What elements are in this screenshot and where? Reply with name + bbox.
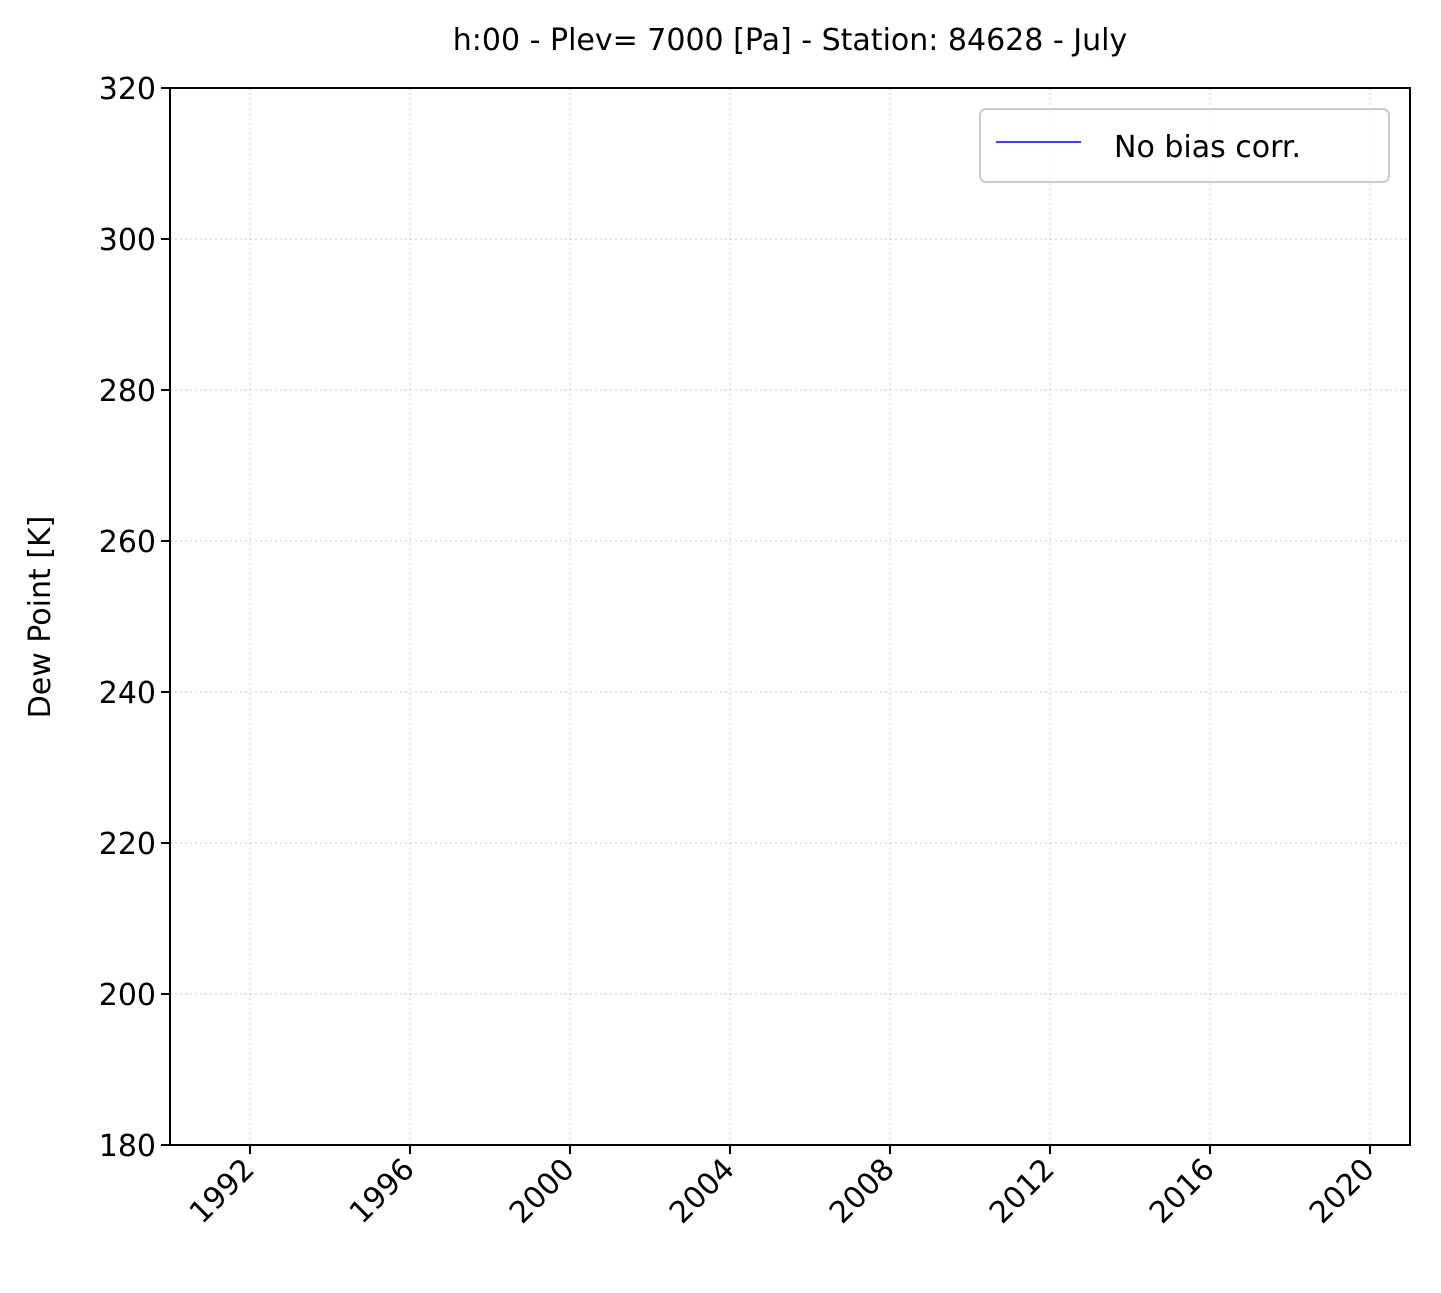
y-tick-label: 260 <box>99 525 156 560</box>
y-tick-label: 320 <box>99 72 156 107</box>
y-tick-label: 220 <box>99 827 156 862</box>
y-tick-label: 280 <box>99 374 156 409</box>
legend: No bias corr. <box>979 108 1390 183</box>
y-axis-ticks: 180 200 220 240 260 280 300 320 <box>99 72 170 1164</box>
legend-box <box>979 108 1390 183</box>
legend-label: No bias corr. <box>1114 130 1301 165</box>
y-tick-label: 180 <box>99 1129 156 1164</box>
chart-title: h:00 - Plev= 7000 [Pa] - Station: 84628 … <box>453 23 1127 58</box>
plot-area-frame <box>169 87 1411 1146</box>
y-axis-label: Dew Point [K] <box>23 516 58 719</box>
y-tick-label: 200 <box>99 978 156 1013</box>
y-tick-label: 240 <box>99 676 156 711</box>
y-tick-label: 300 <box>99 223 156 258</box>
